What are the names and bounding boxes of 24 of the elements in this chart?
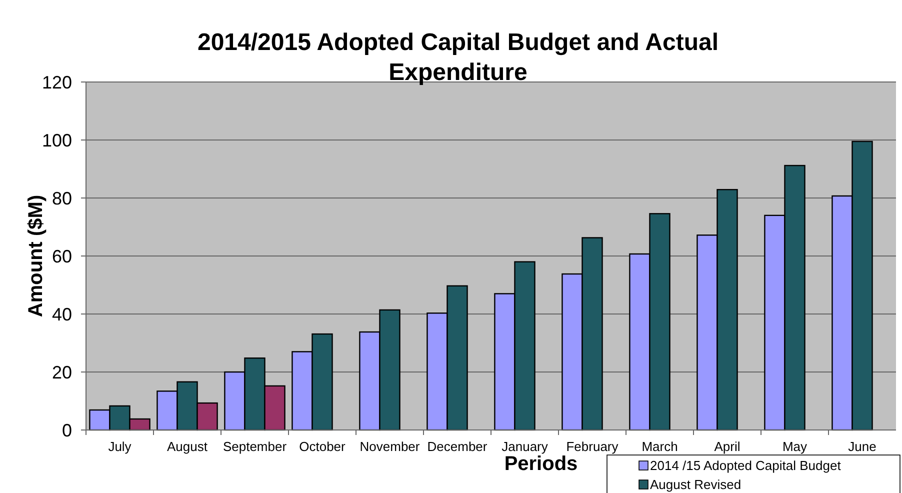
x-tick-label: May: [782, 439, 808, 454]
y-tick-label: 40: [52, 304, 72, 324]
x-tick-label: January: [502, 439, 548, 454]
y-tick-label: 120: [42, 72, 72, 92]
chart-title: 2014/2015 Adopted Capital Budget and Actual Expenditure: [197, 29, 719, 86]
x-tick-label: September: [222, 439, 288, 454]
x-tick-label: April: [714, 439, 740, 454]
y-tick-label: 0: [62, 420, 72, 440]
x-axis-title: Periods: [504, 453, 578, 475]
x-tick-label: July: [108, 439, 132, 454]
y-tick-label: 20: [52, 362, 72, 382]
x-tick-label: February: [566, 439, 619, 454]
y-tick-label: 100: [42, 130, 72, 150]
y-tick-label: 60: [52, 246, 72, 266]
x-tick-label: December: [427, 439, 488, 454]
x-tick-label: October: [299, 439, 346, 454]
x-tick-label: November: [360, 439, 420, 454]
x-tick-label: March: [642, 439, 678, 454]
y-axis-title: Amount ($M): [25, 194, 47, 318]
x-tick-label: August: [167, 439, 208, 454]
legend-label: 2014 /15 Adopted Capital Budget: [650, 458, 842, 473]
x-tick-label: June: [848, 439, 876, 454]
legend-label: August Revised: [650, 477, 742, 492]
y-tick-label: 80: [52, 188, 72, 208]
